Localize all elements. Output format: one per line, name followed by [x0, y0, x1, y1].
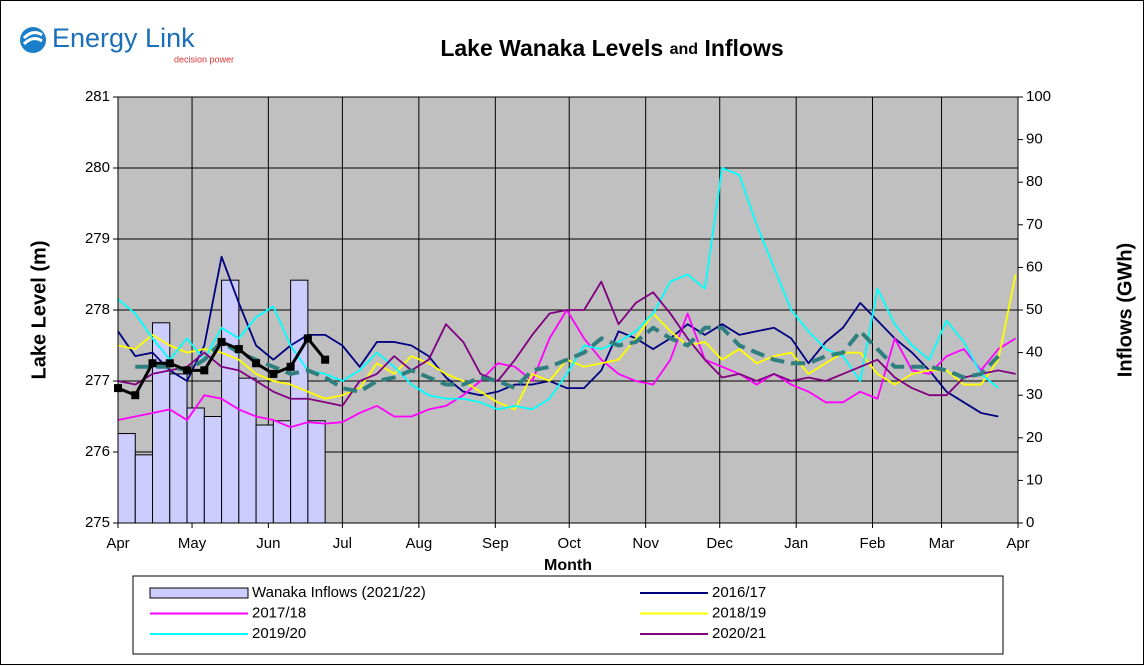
bar	[203, 416, 223, 524]
point	[252, 359, 261, 368]
y2-tick-label: 90	[1026, 131, 1043, 148]
x-axis-label: Month	[544, 557, 592, 574]
title-part: Lake Wanaka Levels	[440, 35, 663, 61]
bar	[272, 420, 292, 524]
logo-tagline: decision power	[174, 54, 234, 64]
point	[303, 334, 312, 343]
legend-label: 2017/18	[252, 604, 306, 621]
x-tick-label: Mar	[929, 535, 955, 552]
point	[217, 337, 226, 346]
y2-tick-label: 50	[1026, 301, 1043, 318]
bar	[307, 420, 326, 524]
bar	[134, 454, 154, 524]
x-tick-label: May	[178, 535, 207, 552]
y2-tick-label: 60	[1026, 258, 1043, 275]
y2-tick-label: 10	[1026, 471, 1043, 488]
point	[165, 359, 174, 368]
legend-label: 2020/21	[712, 625, 766, 642]
x-tick-label: Aug	[406, 535, 433, 552]
y2-tick-label: 80	[1026, 173, 1043, 190]
series-line	[117, 280, 1016, 407]
y-tick-label: 278	[85, 301, 110, 318]
point	[148, 359, 157, 368]
title-part: Inflows	[704, 35, 783, 61]
x-tick-label: Apr	[1006, 535, 1029, 552]
bar	[152, 322, 171, 524]
legend-label: 2018/19	[712, 604, 766, 621]
legend-label: 2016/17	[712, 584, 766, 601]
legend	[132, 575, 1004, 655]
series-line	[117, 255, 999, 418]
legend-label: 2019/20	[252, 625, 306, 642]
y2-axis-label: Inflows (GWh)	[1114, 243, 1136, 377]
legend-label: Wanaka Inflows (2021/22)	[252, 584, 426, 601]
bar	[238, 377, 257, 524]
legend-swatch	[149, 587, 249, 599]
x-tick-label: Nov	[632, 535, 659, 552]
y-tick-label: 279	[85, 230, 110, 247]
x-tick-label: Feb	[860, 535, 886, 552]
bar	[255, 424, 274, 524]
bar	[221, 279, 240, 524]
plot-border	[117, 96, 1019, 524]
series-line	[135, 325, 1000, 394]
point	[183, 366, 192, 375]
point	[200, 366, 209, 375]
y2-tick-label: 40	[1026, 344, 1043, 361]
y-tick-label: 277	[85, 372, 110, 389]
x-tick-label: Sep	[482, 535, 509, 552]
point	[234, 345, 243, 354]
x-tick-label: Jan	[784, 535, 808, 552]
logo-name: Energy Link	[52, 23, 195, 53]
bar	[117, 433, 136, 524]
x-tick-label: Apr	[106, 535, 129, 552]
point	[131, 391, 140, 400]
x-tick-label: Jul	[333, 535, 352, 552]
x-tick-label: Jun	[256, 535, 280, 552]
title-part: and	[670, 41, 698, 58]
x-tick-label: Oct	[558, 535, 582, 552]
point	[269, 369, 278, 378]
point	[321, 355, 330, 364]
y2-tick-label: 70	[1026, 216, 1043, 233]
y2-tick-label: 20	[1026, 429, 1043, 446]
y-tick-label: 280	[85, 159, 110, 176]
chart-title: Lake Wanaka Levels and Inflows	[440, 35, 783, 61]
x-tick-label: Dec	[706, 535, 733, 552]
bar	[290, 279, 309, 524]
y-axis-label: Lake Level (m)	[28, 241, 50, 380]
bar	[169, 373, 188, 524]
point	[286, 362, 295, 371]
y2-tick-label: 100	[1026, 88, 1051, 105]
logo-swoosh	[22, 31, 43, 46]
logo: Energy Link decision power	[20, 23, 234, 64]
series-line	[117, 167, 999, 411]
y-tick-label: 276	[85, 443, 110, 460]
bar	[186, 407, 205, 524]
y-tick-label: 275	[85, 514, 110, 531]
y2-tick-label: 0	[1026, 514, 1034, 531]
y2-tick-label: 30	[1026, 386, 1043, 403]
y-tick-label: 281	[85, 88, 110, 105]
